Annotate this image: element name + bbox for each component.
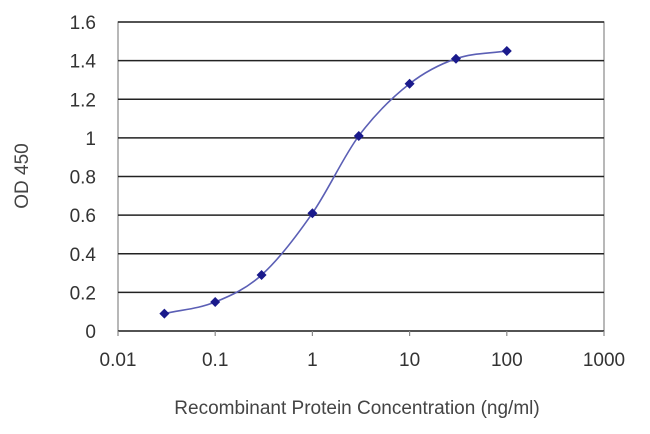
x-tick-label: 1000 bbox=[583, 350, 625, 371]
x-tick-label: 0.1 bbox=[202, 350, 228, 371]
data-point bbox=[159, 308, 170, 319]
fit-curve-layer bbox=[164, 50, 507, 315]
x-axis-title: Recombinant Protein Concentration (ng/ml… bbox=[174, 398, 539, 419]
y-tick-label: 1 bbox=[85, 129, 96, 150]
y-tick-labels: 0 0.2 0.4 0.6 0.8 1 1.2 1.4 1.6 bbox=[70, 13, 97, 343]
y-tick-label: 1.2 bbox=[70, 90, 96, 111]
x-tick-label: 10 bbox=[399, 350, 420, 371]
y-tick-label: 0.8 bbox=[70, 168, 96, 189]
y-tick-label: 0.6 bbox=[70, 206, 96, 227]
data-point bbox=[307, 208, 318, 219]
y-tick-label: 0.4 bbox=[70, 245, 97, 266]
x-tick-label: 100 bbox=[491, 350, 523, 371]
y-axis-title: OD 450 bbox=[12, 143, 33, 208]
y-tick-label: 0.2 bbox=[70, 283, 96, 304]
y-tick-label: 1.4 bbox=[70, 52, 97, 73]
data-point bbox=[404, 78, 415, 89]
fit-curve bbox=[164, 50, 507, 315]
y-tick-label: 0 bbox=[85, 322, 96, 343]
data-point bbox=[256, 269, 267, 280]
x-tick-label: 0.01 bbox=[100, 350, 137, 371]
data-point bbox=[210, 297, 221, 308]
data-points bbox=[159, 45, 512, 319]
y-tick-label: 1.6 bbox=[70, 13, 96, 34]
data-point bbox=[501, 45, 512, 56]
x-tick-label: 1 bbox=[307, 350, 318, 371]
data-point bbox=[450, 53, 461, 64]
data-point bbox=[353, 130, 364, 141]
x-tick-labels: 0.01 0.1 1 10 100 1000 bbox=[100, 350, 626, 371]
